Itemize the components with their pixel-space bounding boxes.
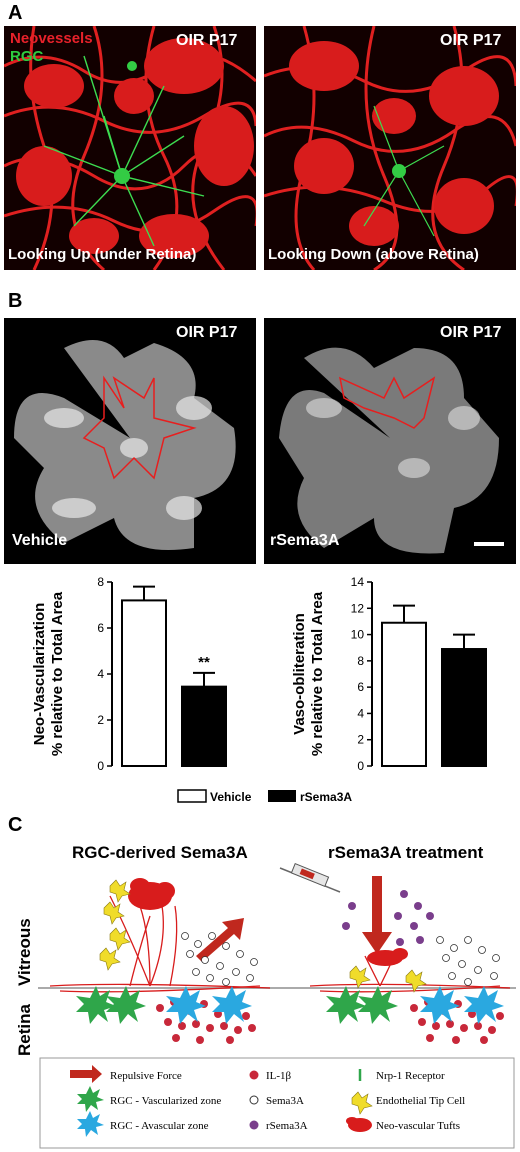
- panel-a-right-image: [264, 26, 516, 270]
- caption-looking-down: Looking Down (above Retina): [268, 246, 479, 263]
- significance-annotation: **: [198, 654, 210, 671]
- label-oir-b-left: OIR P17: [176, 324, 238, 341]
- panel-a-letter: A: [8, 2, 23, 24]
- caption-vehicle: Vehicle: [12, 532, 68, 549]
- key-tufts: Neo-vascular Tufts: [346, 1117, 460, 1132]
- panel-b-left-image: [4, 318, 256, 564]
- key-il1b: IL-1β: [249, 1070, 292, 1082]
- label-rgc: RGC: [10, 48, 44, 65]
- svg-text:RGC - Vascularized zone: RGC - Vascularized zone: [110, 1095, 221, 1107]
- legend-swatch-rsema3a: [268, 790, 296, 802]
- y-tick-label: 2: [97, 713, 104, 727]
- y-tick-label: 4: [357, 706, 364, 720]
- svg-text:Endothelial Tip Cell: Endothelial Tip Cell: [376, 1095, 465, 1107]
- svg-text:RGC - Avascular zone: RGC - Avascular zone: [110, 1120, 209, 1132]
- key-rgc-vasc: RGC - Vascularized zone: [77, 1086, 221, 1112]
- y-tick-label: 2: [357, 733, 364, 747]
- y-axis-label-2: % relative to Total Area: [49, 591, 66, 756]
- y-tick-label: 0: [357, 759, 364, 773]
- label-oir-a-right: OIR P17: [440, 32, 502, 49]
- y-tick-label: 14: [351, 575, 365, 589]
- y-tick-label: 0: [97, 759, 104, 773]
- repulsive-force-arrow-right: [362, 876, 392, 954]
- svg-text:Neo-vascular Tufts: Neo-vascular Tufts: [376, 1120, 460, 1132]
- y-tick-label: 4: [97, 667, 104, 681]
- legend-label-vehicle: Vehicle: [210, 790, 252, 804]
- bar-rsema3a: [181, 685, 227, 767]
- caption-looking-up: Looking Up (under Retina): [8, 246, 197, 263]
- neo-vascular-tufts-right: [367, 948, 408, 966]
- key-nrp1: Nrp-1 Receptor: [358, 1069, 445, 1082]
- title-rgc-derived: RGC-derived Sema3A: [72, 843, 248, 862]
- sema3a-dots-right: [436, 936, 500, 986]
- syringe: [279, 862, 341, 893]
- neo-vascular-tufts: [128, 878, 175, 910]
- bar-rsema3a: [441, 648, 487, 767]
- label-neovessels: Neovessels: [10, 30, 93, 47]
- key-box: [39, 1057, 515, 1149]
- key-repulsive: Repulsive Force: [70, 1065, 182, 1083]
- legend-label-rsema3a: rSema3A: [300, 790, 352, 804]
- side-label-retina: Retina: [15, 1004, 34, 1057]
- endothelial-tip-cells: [99, 879, 131, 971]
- repulsive-force-arrow-left: [196, 918, 244, 962]
- rgc-vascularized-right: [326, 986, 398, 1024]
- caption-rsema3a: rSema3A: [270, 532, 340, 549]
- side-label-vitreous: Vitreous: [15, 918, 34, 986]
- key-rsema3a: rSema3A: [249, 1120, 308, 1132]
- y-tick-label: 10: [351, 628, 365, 642]
- chart-vaso-obliteration: 0 2 4 6 8 10 12 14 Vaso-obliteration% relative t…: [291, 575, 487, 773]
- key-rgc-avasc: RGC - Avascular zone: [77, 1111, 209, 1137]
- y-tick-label: 6: [97, 621, 104, 635]
- rgc-avascular-right: [420, 986, 504, 1024]
- panel-b-right-image: [264, 318, 516, 564]
- left-scene: [49, 878, 271, 1044]
- svg-text:Nrp-1 Receptor: Nrp-1 Receptor: [376, 1070, 445, 1082]
- bar-vehicle: [381, 621, 427, 767]
- svg-text:Sema3A: Sema3A: [266, 1095, 304, 1107]
- rgc-vascularized-left: [76, 986, 146, 1024]
- label-oir-b-right: OIR P17: [440, 324, 502, 341]
- y-axis-label: Vaso-obliteration: [291, 613, 308, 735]
- panel-b-letter: B: [8, 290, 23, 312]
- legend-swatch-vehicle: [177, 789, 207, 803]
- y-tick-label: 8: [97, 575, 104, 589]
- title-rsema3a-treatment: rSema3A treatment: [328, 843, 484, 862]
- chart-legend: Vehicle rSema3A: [177, 789, 352, 804]
- y-axis-label-2: % relative to Total Area: [309, 591, 326, 756]
- panel-c-diagram: RGC-derived Sema3A rSema3A treatment Vit…: [15, 843, 516, 1149]
- panel-c-letter: C: [8, 814, 23, 836]
- rsema3a-dots-right: [342, 890, 434, 946]
- scale-bar: [474, 542, 504, 546]
- key-sema3a: Sema3A: [249, 1095, 304, 1107]
- panel-a-left-image: [4, 26, 256, 270]
- y-axis-label: Neo-Vascularization: [31, 603, 48, 746]
- svg-text:IL-1β: IL-1β: [266, 1070, 292, 1082]
- sema3a-dots-left: [181, 932, 258, 986]
- label-oir-a-left: OIR P17: [176, 32, 238, 49]
- y-tick-label: 6: [357, 680, 364, 694]
- tip-cells-right: [349, 965, 427, 993]
- y-tick-label: 12: [351, 601, 365, 615]
- chart-neovascularization: 0 2 4 6 8 Neo-Vascularization% relative to To…: [31, 575, 227, 773]
- key-tip-cell: Endothelial Tip Cell: [351, 1091, 465, 1115]
- rgc-avascular-left: [166, 986, 252, 1024]
- right-scene: [279, 862, 511, 1044]
- svg-text:Repulsive Force: Repulsive Force: [110, 1070, 182, 1082]
- svg-text:rSema3A: rSema3A: [266, 1120, 308, 1132]
- bar-vehicle: [121, 599, 167, 768]
- y-tick-label: 8: [357, 654, 364, 668]
